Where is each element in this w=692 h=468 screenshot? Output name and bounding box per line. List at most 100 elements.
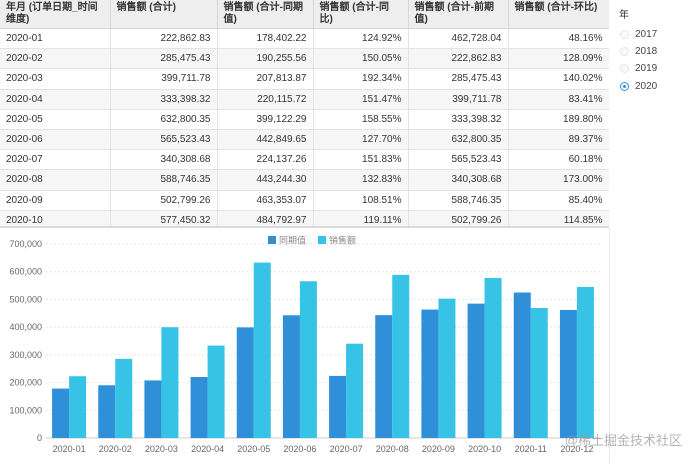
- table-row[interactable]: 2020-08 588,746.35 443,244.30 132.83% 340,30…: [0, 169, 609, 191]
- data-table-container[interactable]: 年月 (订单日期_时间维度) 销售额 (合计) 销售额 (合计-同期值) 销售额…: [0, 0, 609, 228]
- table-cell-value: 588,746.35: [408, 190, 509, 211]
- x-tick-label: 2020-01: [53, 444, 86, 454]
- bar-prior-period: [375, 315, 393, 438]
- x-tick-label: 2020-02: [99, 444, 132, 454]
- table-cell-value: 502,799.26: [408, 210, 509, 226]
- year-option-label: 2019: [635, 62, 658, 74]
- bar-sales: [115, 358, 133, 438]
- bar-prior-period: [144, 380, 162, 438]
- year-filter-panel: 年 2017 2018 2019 2020: [612, 0, 692, 228]
- table-cell-value: 442,849.65: [217, 129, 314, 151]
- table-cell-value: 333,398.32: [110, 89, 218, 110]
- table-row[interactable]: 2020-06 565,523.43 442,849.65 127.70% 632,80…: [0, 129, 609, 151]
- table-row[interactable]: 2020-10 577,450.32 484,792.97 119.11% 502,79…: [0, 210, 609, 226]
- bar-sales: [530, 308, 548, 438]
- year-option-label: 2020: [635, 80, 658, 92]
- table-row[interactable]: 2020-04 333,398.32 220,115.72 151.47% 399,71…: [0, 89, 609, 110]
- bar-sales: [484, 277, 502, 438]
- table-cell-month: 2020-08: [0, 169, 111, 191]
- year-option-2020[interactable]: 2020: [620, 79, 657, 93]
- year-option-2019[interactable]: 2019: [620, 61, 657, 75]
- table-row[interactable]: 2020-03 399,711.78 207,813.87 192.34% 285,47…: [0, 68, 609, 90]
- year-option-label: 2018: [635, 45, 658, 57]
- table-header-row: 年月 (订单日期_时间维度) 销售额 (合计) 销售额 (合计-同期值) 销售额…: [0, 0, 609, 29]
- bar-sales: [299, 281, 317, 438]
- table-cell-value: 178,402.22: [217, 28, 314, 50]
- year-option-2018[interactable]: 2018: [620, 44, 657, 58]
- bar-sales: [438, 298, 456, 438]
- header-month[interactable]: 年月 (订单日期_时间维度): [0, 0, 111, 29]
- table-cell-value: 632,800.35: [110, 109, 218, 130]
- table-cell-month: 2020-05: [0, 109, 111, 130]
- year-filter-title: 年: [619, 10, 629, 21]
- radio-icon[interactable]: [620, 29, 629, 39]
- panel-divider: [609, 228, 610, 463]
- year-option-2017[interactable]: 2017: [620, 27, 657, 41]
- table-cell-value: 189.80%: [508, 109, 609, 130]
- table-cell-value: 127.70%: [313, 129, 409, 151]
- header-sales-previous[interactable]: 销售额 (合计-前期值): [408, 0, 509, 29]
- table-cell-month: 2020-10: [0, 210, 111, 226]
- table-cell-value: 124.92%: [313, 28, 409, 50]
- table-cell-month: 2020-02: [0, 48, 111, 70]
- table-cell-month: 2020-03: [0, 68, 111, 90]
- bar-prior-period: [98, 385, 116, 438]
- x-tick-label: 2020-11: [515, 444, 547, 454]
- table-cell-value: 158.55%: [313, 109, 409, 130]
- table-cell-value: 333,398.32: [408, 109, 509, 130]
- header-sales-mom[interactable]: 销售额 (合计-环比): [508, 0, 609, 29]
- bar-sales: [69, 376, 87, 438]
- table-cell-value: 85.40%: [508, 190, 609, 211]
- radio-icon[interactable]: [620, 63, 629, 73]
- table-cell-month: 2020-06: [0, 129, 111, 151]
- table-row[interactable]: 2020-02 285,475.43 190,255.56 150.05% 222,86…: [0, 48, 609, 70]
- table-row[interactable]: 2020-07 340,308.68 224,137.26 151.83% 565,52…: [0, 149, 609, 171]
- legend-label-sales: 销售额: [329, 235, 356, 246]
- x-tick-label: 2020-06: [283, 444, 316, 454]
- table-cell-value: 224,137.26: [217, 149, 314, 171]
- table-cell-value: 285,475.43: [110, 48, 218, 70]
- x-tick-label: 2020-10: [468, 444, 501, 454]
- table-cell-value: 89.37%: [508, 129, 609, 151]
- header-sales-prior-period[interactable]: 销售额 (合计-同期值): [217, 0, 314, 29]
- header-sales[interactable]: 销售额 (合计): [110, 0, 218, 29]
- table-cell-value: 222,862.83: [408, 48, 509, 70]
- x-tick-label: 2020-05: [237, 444, 270, 454]
- bar-sales: [253, 262, 271, 438]
- bar-prior-period: [190, 376, 208, 438]
- table-cell-month: 2020-04: [0, 89, 111, 110]
- x-tick-label: 2020-04: [191, 444, 224, 454]
- table-cell-value: 565,523.43: [408, 149, 509, 171]
- x-tick-label: 2020-03: [145, 444, 178, 454]
- bar-prior-period: [421, 309, 439, 438]
- legend-swatch-prior: [268, 236, 276, 244]
- table-cell-value: 443,244.30: [217, 169, 314, 191]
- table-cell-value: 577,450.32: [110, 210, 218, 226]
- y-tick-label: 500,000: [9, 294, 42, 304]
- table-cell-value: 128.09%: [508, 48, 609, 70]
- table-cell-value: 151.83%: [313, 149, 409, 171]
- table-cell-value: 190,255.56: [217, 48, 314, 70]
- bar-sales: [161, 327, 179, 438]
- table-cell-value: 207,813.87: [217, 68, 314, 90]
- table-cell-value: 565,523.43: [110, 129, 218, 151]
- table-cell-value: 132.83%: [313, 169, 409, 191]
- radio-checked-icon[interactable]: [620, 81, 629, 91]
- radio-icon[interactable]: [620, 46, 629, 56]
- table-cell-value: 222,862.83: [110, 28, 218, 50]
- bar-chart: 0 100,000 200,000 300,000 400,000 500,000 600,…: [0, 230, 609, 463]
- table-cell-value: 83.41%: [508, 89, 609, 110]
- y-tick-label: 0: [37, 433, 42, 443]
- table-cell-value: 462,728.04: [408, 28, 509, 50]
- table-row[interactable]: 2020-05 632,800.35 399,122.29 158.55% 333,39…: [0, 109, 609, 130]
- table-row[interactable]: 2020-01 222,862.83 178,402.22 124.92% 462,72…: [0, 28, 609, 50]
- bar-prior-period: [236, 327, 254, 438]
- bar-prior-period: [52, 388, 70, 438]
- bar-sales: [576, 286, 594, 438]
- y-tick-label: 300,000: [9, 350, 42, 360]
- bar-prior-period: [559, 309, 577, 438]
- table-row[interactable]: 2020-09 502,799.26 463,353.07 108.51% 588,74…: [0, 190, 609, 211]
- table-cell-value: 399,711.78: [408, 89, 509, 110]
- header-sales-yoy[interactable]: 销售额 (合计-同比): [313, 0, 409, 29]
- bar-prior-period: [513, 292, 531, 438]
